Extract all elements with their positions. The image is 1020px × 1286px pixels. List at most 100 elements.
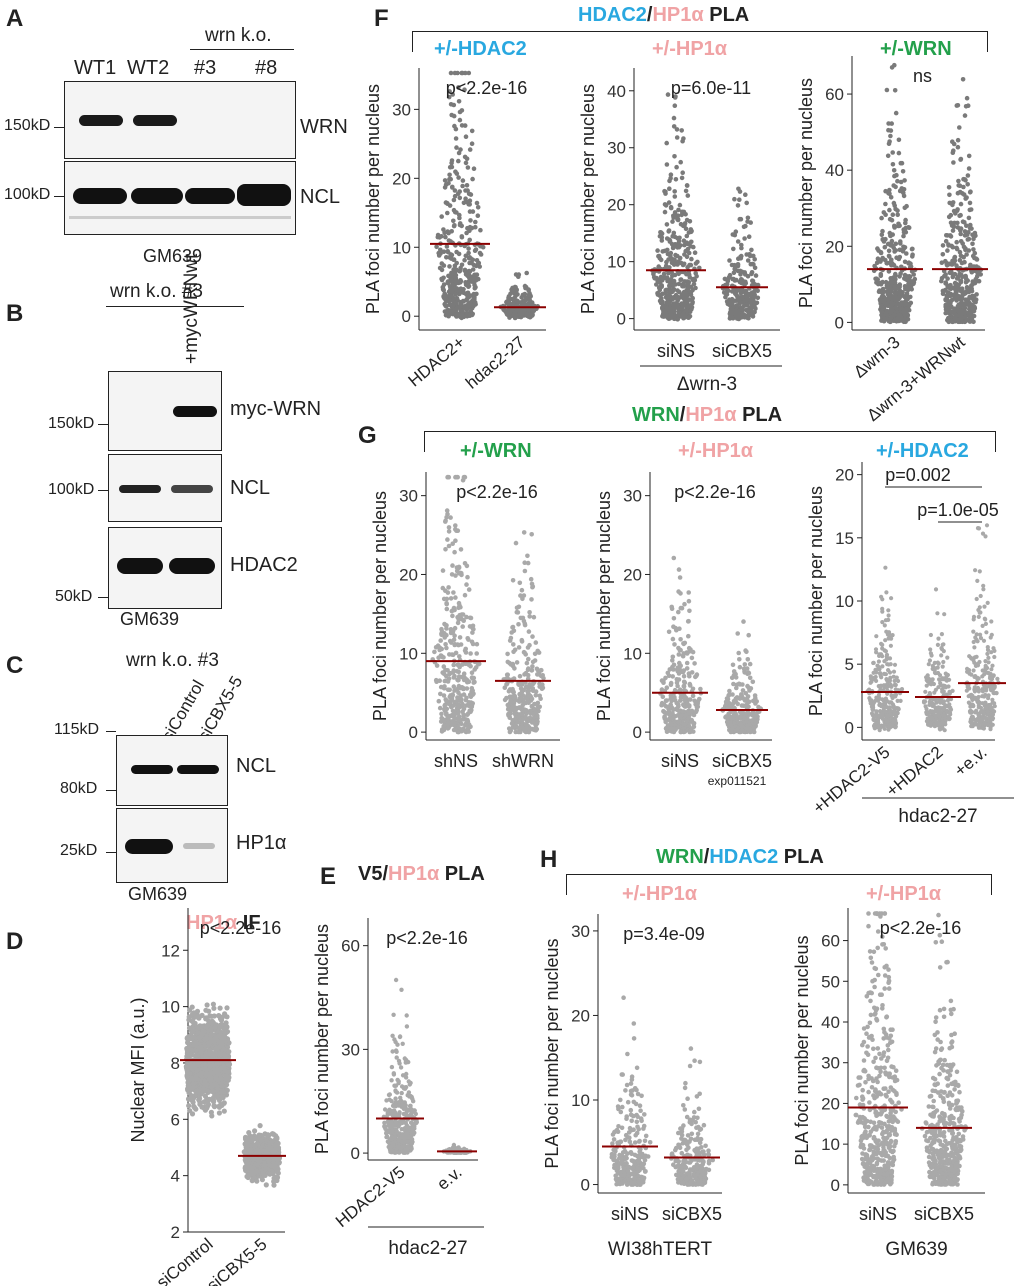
y-tick-label: 30: [341, 1040, 360, 1059]
data-point: [463, 723, 468, 728]
data-point: [746, 234, 752, 239]
panel-h-bracket: [566, 874, 992, 895]
data-point: [189, 1111, 196, 1117]
data-point: [527, 610, 532, 615]
data-point: [441, 685, 447, 691]
data-point: [656, 253, 662, 259]
data-point: [441, 596, 447, 602]
data-point: [392, 1083, 397, 1088]
data-point: [444, 601, 450, 607]
data-point: [943, 281, 948, 286]
data-point: [455, 305, 461, 310]
data-point: [964, 223, 969, 228]
data-point: [407, 1103, 413, 1109]
data-point: [446, 543, 452, 549]
data-point: [676, 281, 682, 287]
data-point: [686, 284, 692, 290]
data-point: [883, 201, 888, 207]
data-point: [215, 1051, 221, 1057]
data-point: [504, 672, 510, 678]
data-point: [473, 219, 478, 225]
data-point: [662, 312, 667, 317]
data-point: [878, 273, 884, 279]
data-point: [892, 88, 898, 93]
data-point: [674, 135, 680, 140]
protein-label: HP1α: [236, 832, 287, 854]
data-point: [666, 270, 671, 276]
data-point: [462, 561, 468, 566]
data-point: [962, 113, 968, 118]
data-point: [208, 1013, 215, 1019]
data-point: [439, 711, 444, 717]
data-point: [691, 281, 697, 287]
data-point: [441, 227, 446, 232]
data-point: [946, 243, 951, 248]
y-tick-label: 20: [623, 565, 642, 584]
data-point: [901, 229, 907, 235]
p-value-label: p<2.2e-16: [456, 482, 538, 502]
data-point: [516, 622, 521, 627]
data-point: [971, 264, 977, 269]
lane-label: #3: [194, 57, 217, 79]
data-point: [957, 213, 962, 219]
data-point: [956, 178, 961, 184]
data-point: [451, 662, 457, 668]
data-point: [539, 683, 545, 688]
data-point: [437, 705, 443, 711]
data-point: [904, 300, 909, 306]
data-point: [517, 673, 523, 679]
data-point: [271, 1161, 277, 1167]
data-point: [665, 92, 671, 97]
lane-label: WT1: [74, 57, 117, 79]
data-point: [438, 691, 443, 697]
y-tick-label: 10: [623, 644, 642, 663]
y-axis-label: PLA foci number per nucleus: [312, 924, 332, 1154]
data-point: [468, 218, 473, 223]
data-point: [506, 711, 511, 717]
data-point: [680, 138, 685, 144]
data-point: [657, 287, 663, 293]
y-tick-label: 30: [623, 487, 642, 506]
data-point: [257, 1123, 263, 1129]
protein-label: NCL: [236, 755, 277, 777]
data-point: [655, 292, 661, 297]
data-point: [452, 688, 457, 693]
data-point: [954, 103, 960, 108]
data-point: [446, 307, 451, 313]
data-point: [959, 191, 965, 196]
data-point: [940, 288, 946, 294]
data-point: [204, 1023, 210, 1029]
data-point: [966, 153, 972, 159]
data-point: [396, 1079, 401, 1084]
data-point: [185, 1040, 191, 1046]
group-footer-label: Δwrn-3: [677, 374, 737, 395]
data-point: [966, 215, 972, 221]
data-point: [679, 128, 684, 133]
data-point: [676, 289, 682, 295]
data-point: [539, 667, 544, 673]
data-point: [443, 623, 449, 628]
data-point: [527, 290, 532, 296]
x-tick-label: HDAC2+: [405, 332, 469, 390]
data-point: [894, 172, 899, 178]
data-point: [409, 1141, 414, 1146]
data-point: [691, 276, 696, 282]
data-point: [675, 245, 680, 250]
data-point: [434, 244, 439, 250]
data-point: [671, 243, 676, 249]
data-point: [474, 641, 480, 647]
data-point: [464, 582, 469, 587]
data-point: [453, 267, 459, 272]
data-point: [735, 203, 741, 208]
data-point: [511, 690, 516, 695]
data-point: [730, 310, 736, 316]
data-point: [403, 1103, 408, 1108]
data-point: [470, 209, 476, 214]
data-point: [526, 629, 532, 634]
data-point: [682, 302, 687, 308]
data-point: [943, 238, 949, 244]
data-point: [521, 618, 527, 624]
data-point: [904, 291, 910, 296]
data-point: [742, 236, 747, 241]
